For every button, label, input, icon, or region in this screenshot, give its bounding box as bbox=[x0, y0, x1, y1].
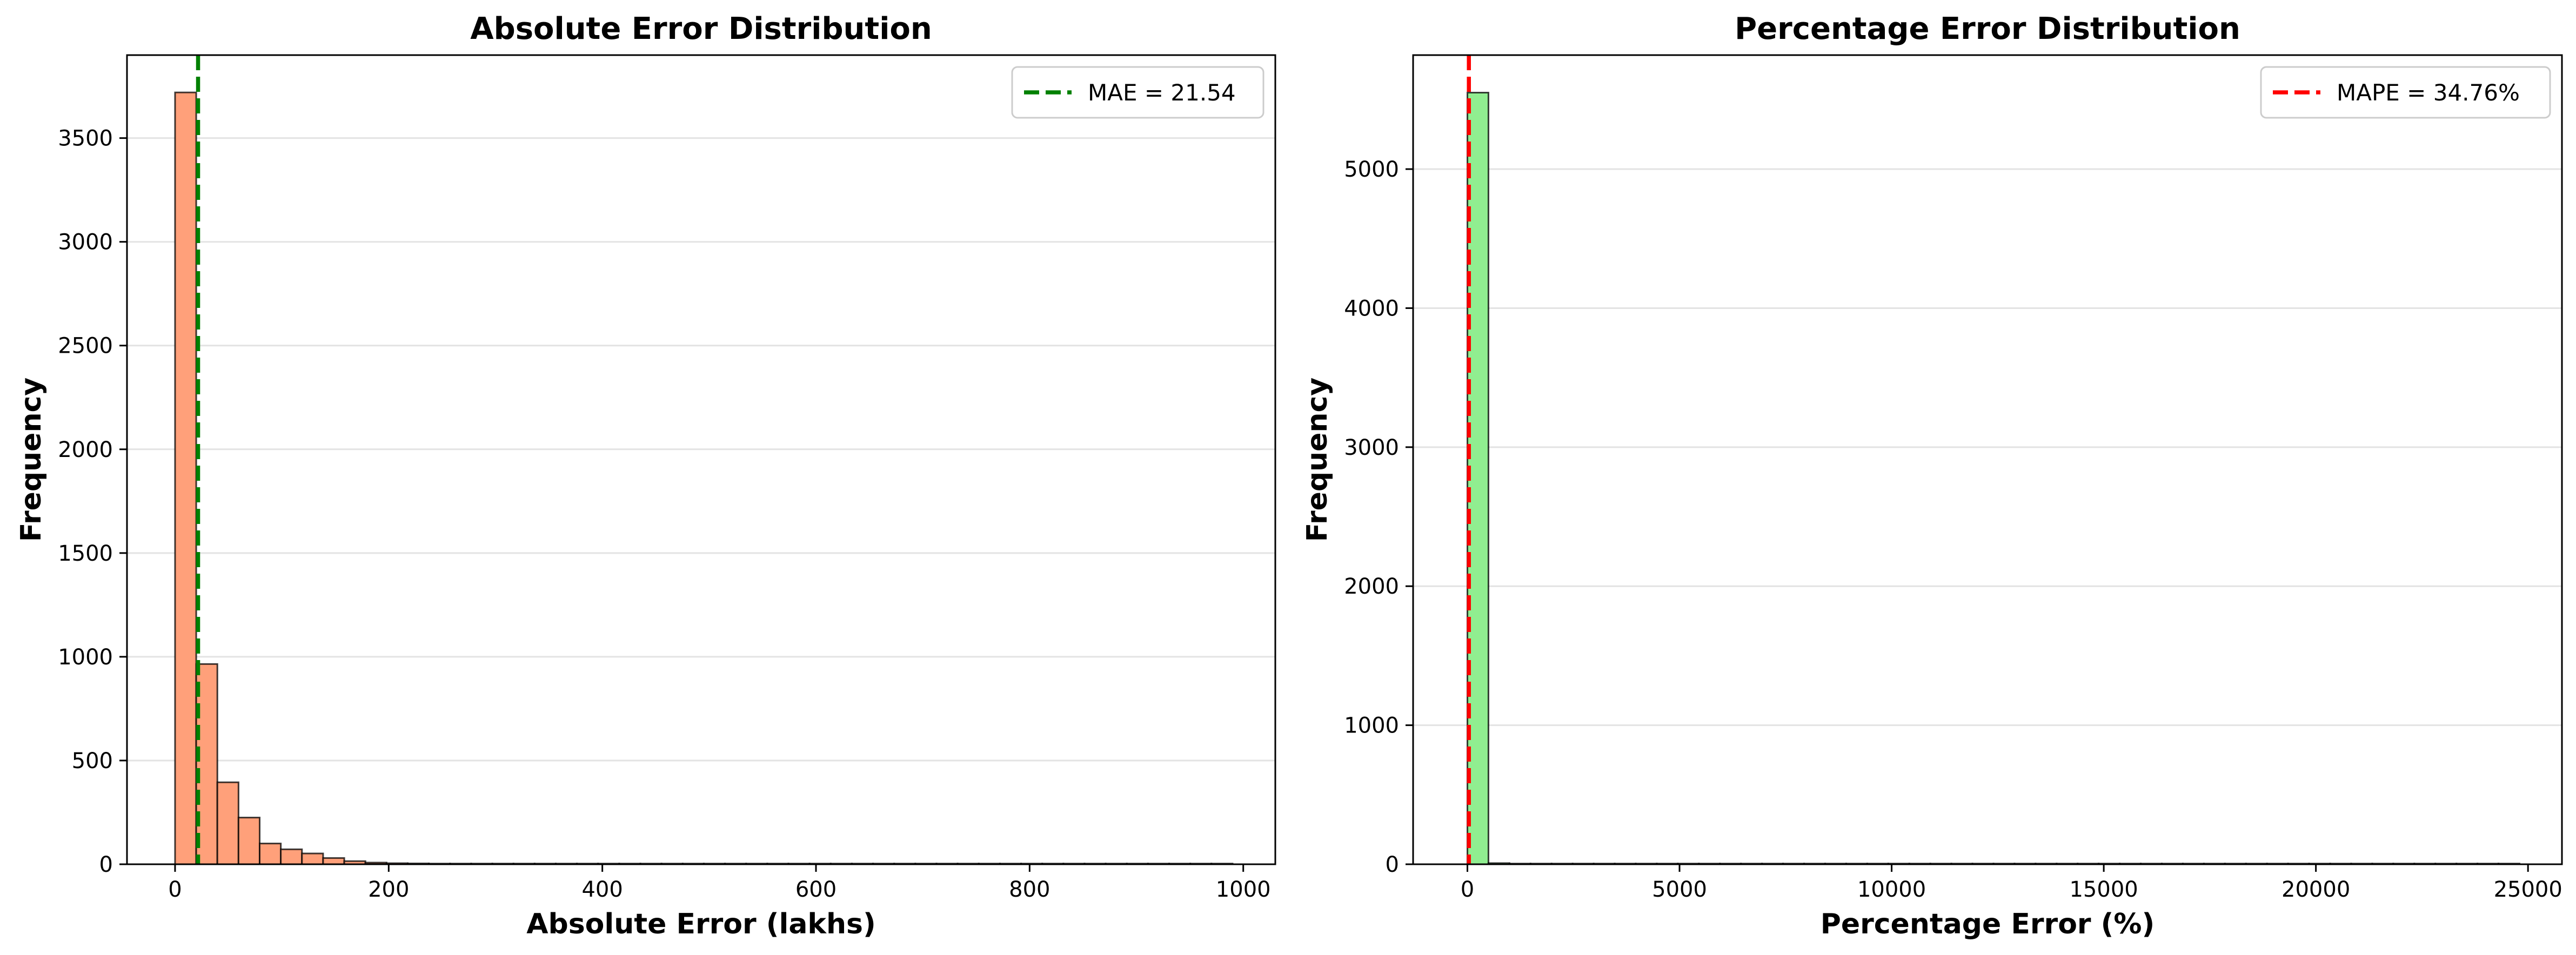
x-tick-label: 400 bbox=[581, 877, 623, 902]
legend-label: MAE = 21.54 bbox=[1088, 79, 1236, 106]
chart-title: Percentage Error Distribution bbox=[1735, 11, 2240, 46]
x-tick-label: 600 bbox=[795, 877, 837, 902]
y-tick-label: 2000 bbox=[58, 438, 113, 462]
axes-frame bbox=[1412, 54, 2563, 865]
x-tick-label: 1000 bbox=[1216, 877, 1271, 902]
x-tick-label: 200 bbox=[368, 877, 409, 902]
histogram-bar bbox=[301, 852, 324, 865]
y-tick-label: 3500 bbox=[58, 126, 113, 151]
x-tick-label: 15000 bbox=[2069, 877, 2138, 902]
y-tick-label: 1000 bbox=[58, 645, 113, 670]
y-tick-label: 1000 bbox=[1344, 714, 1399, 738]
y-tick-label: 5000 bbox=[1344, 157, 1399, 182]
y-tick-label: 0 bbox=[1386, 852, 1399, 877]
y-tick-label: 1500 bbox=[58, 541, 113, 566]
y-tick-label: 500 bbox=[72, 749, 113, 774]
legend-box bbox=[2260, 66, 2551, 119]
histogram-bar bbox=[259, 843, 282, 865]
y-tick-label: 2000 bbox=[1344, 574, 1399, 599]
histogram-bar bbox=[280, 848, 303, 865]
x-tick-label: 10000 bbox=[1857, 877, 1926, 902]
chart-2: 0 1000 2000 3000 4000 5000 0 5000 10000 15000 2000… bbox=[1301, 11, 2563, 940]
axes-frame bbox=[126, 54, 1276, 865]
y-tick-label: 4000 bbox=[1344, 296, 1399, 321]
x-tick-label: 20000 bbox=[2281, 877, 2350, 902]
histogram-bar bbox=[237, 817, 261, 865]
x-tick-label: 5000 bbox=[1652, 877, 1707, 902]
y-axis-label: Frequency bbox=[1301, 378, 1334, 542]
y-tick-label: 3000 bbox=[58, 230, 113, 255]
legend-box bbox=[1011, 66, 1264, 119]
histogram-bar bbox=[174, 91, 197, 865]
x-axis-label: Absolute Error (lakhs) bbox=[526, 908, 876, 940]
y-tick-label: 0 bbox=[99, 852, 113, 877]
x-tick-label: 0 bbox=[1461, 877, 1474, 902]
x-tick-label: 800 bbox=[1009, 877, 1050, 902]
chart-title: Absolute Error Distribution bbox=[470, 11, 932, 46]
chart-1: 0 500 1000 1500 2000 2500 3000 3500 0 200 400 600 80… bbox=[15, 11, 1276, 940]
legend-label: MAPE = 34.76% bbox=[2337, 79, 2520, 106]
histogram-bar bbox=[216, 781, 239, 865]
y-tick-label: 2500 bbox=[58, 334, 113, 359]
x-tick-label: 0 bbox=[168, 877, 182, 902]
x-tick-label: 25000 bbox=[2494, 877, 2562, 902]
legend: MAE = 21.54 bbox=[1011, 66, 1264, 119]
x-axis-label: Percentage Error (%) bbox=[1821, 908, 2155, 940]
legend: MAPE = 34.76% bbox=[2260, 66, 2551, 119]
y-axis-label: Frequency bbox=[15, 378, 48, 542]
histogram-bar bbox=[322, 857, 345, 865]
y-tick-label: 3000 bbox=[1344, 435, 1399, 460]
